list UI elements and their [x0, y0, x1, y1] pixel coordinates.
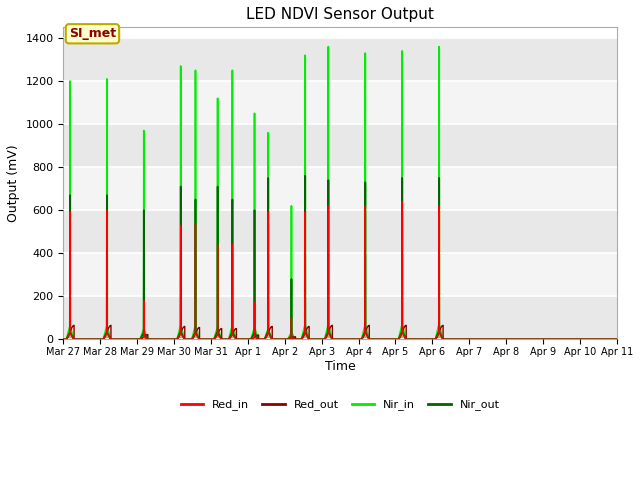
Bar — [63, 253, 617, 296]
Bar — [63, 81, 617, 124]
Bar — [63, 210, 617, 253]
Text: SI_met: SI_met — [69, 27, 116, 40]
Bar — [63, 124, 617, 167]
Legend: Red_in, Red_out, Nir_in, Nir_out: Red_in, Red_out, Nir_in, Nir_out — [177, 395, 504, 415]
Y-axis label: Output (mV): Output (mV) — [7, 144, 20, 222]
Title: LED NDVI Sensor Output: LED NDVI Sensor Output — [246, 7, 434, 22]
Bar — [63, 167, 617, 210]
Bar — [63, 38, 617, 81]
Bar — [63, 296, 617, 339]
X-axis label: Time: Time — [324, 360, 355, 373]
